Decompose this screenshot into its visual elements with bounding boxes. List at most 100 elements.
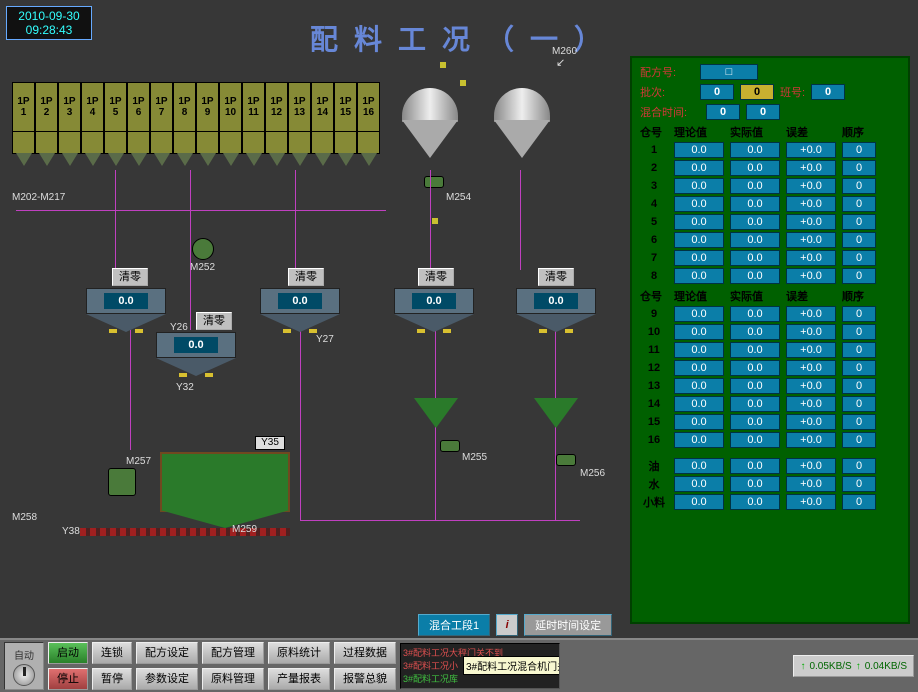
cell: 0.0 <box>730 250 780 266</box>
scale-5: 0.0 <box>516 288 596 333</box>
mixtime-field-1[interactable]: 0 <box>706 104 740 120</box>
cell: 0.0 <box>674 250 724 266</box>
chain-button[interactable]: 连锁 <box>92 642 132 664</box>
col-header: 实际值 <box>730 124 780 140</box>
shift-field[interactable]: 0 <box>811 84 845 100</box>
up-arrow-icon: ↑ <box>856 661 861 672</box>
cell: 0.0 <box>730 196 780 212</box>
col-header: 实际值 <box>730 288 780 304</box>
mixer-cone <box>160 510 290 528</box>
cell: 0.0 <box>730 360 780 376</box>
bin-outlet <box>173 132 196 154</box>
cell: 0.0 <box>730 160 780 176</box>
cell: 0 <box>842 178 876 194</box>
process-data-button[interactable]: 过程数据 <box>334 642 396 664</box>
pause-button[interactable]: 暂停 <box>92 668 132 690</box>
mid-button-row: 混合工段1 i 延时时间设定 <box>418 614 612 636</box>
label-y35: Y35 <box>255 436 285 450</box>
cell: +0.0 <box>786 268 836 284</box>
output-report-button[interactable]: 产量报表 <box>268 668 330 690</box>
cell: 0.0 <box>730 494 780 510</box>
cell: 0.0 <box>674 268 724 284</box>
row-index: 12 <box>640 362 668 374</box>
stop-button[interactable]: 停止 <box>48 668 88 690</box>
cell: 0.0 <box>674 494 724 510</box>
row-index: 水 <box>640 476 668 492</box>
cell: +0.0 <box>786 414 836 430</box>
info-button[interactable]: i <box>496 614 518 636</box>
pipe <box>300 520 580 521</box>
bin: 1P13 <box>288 82 311 132</box>
col-header: 误差 <box>786 288 836 304</box>
cell: 0.0 <box>730 214 780 230</box>
bin: 1P3 <box>58 82 81 132</box>
cell: 0.0 <box>730 178 780 194</box>
row-index: 1 <box>640 144 668 156</box>
scale-2: 0.0 <box>156 332 236 377</box>
cell: 0.0 <box>730 476 780 492</box>
scale-4-value: 0.0 <box>412 293 456 309</box>
table-row: 10.00.0+0.00 <box>640 142 900 158</box>
clear-btn-4[interactable]: 清零 <box>418 268 454 286</box>
alarm-summary-button[interactable]: 报警总貌 <box>334 668 396 690</box>
row-index: 11 <box>640 344 668 356</box>
clear-btn-3[interactable]: 清零 <box>288 268 324 286</box>
label-y32: Y32 <box>176 382 194 393</box>
col-header: 顺序 <box>842 124 876 140</box>
label-m257: M257 <box>126 456 151 467</box>
table-row: 油0.00.0+0.00 <box>640 458 900 474</box>
cell: +0.0 <box>786 250 836 266</box>
mix-stage-button[interactable]: 混合工段1 <box>418 614 490 636</box>
datetime-box: 2010-09-30 09:28:43 <box>6 6 92 40</box>
bin-outlet <box>311 132 334 154</box>
pipe <box>130 330 131 450</box>
material-mgmt-button[interactable]: 原料管理 <box>202 668 264 690</box>
conveyor <box>80 528 290 536</box>
cell: 0 <box>842 342 876 358</box>
cell: 0.0 <box>730 342 780 358</box>
clear-btn-2[interactable]: 清零 <box>196 312 232 330</box>
batch-field-1[interactable]: 0 <box>700 84 734 100</box>
material-stat-button[interactable]: 原料统计 <box>268 642 330 664</box>
clear-btn-1[interactable]: 清零 <box>112 268 148 286</box>
clear-btn-5[interactable]: 清零 <box>538 268 574 286</box>
delay-button[interactable]: 延时时间设定 <box>524 614 612 636</box>
label-y38: Y38 <box>62 526 80 537</box>
row-index: 14 <box>640 398 668 410</box>
recipe-set-button[interactable]: 配方设定 <box>136 642 198 664</box>
cell: 0 <box>842 432 876 448</box>
row-index: 16 <box>640 434 668 446</box>
row-index: 2 <box>640 162 668 174</box>
start-button[interactable]: 启动 <box>48 642 88 664</box>
bin: 1P5 <box>104 82 127 132</box>
auto-mode-dial[interactable]: 自动 <box>4 642 44 690</box>
cell: +0.0 <box>786 306 836 322</box>
cell: 0.0 <box>674 214 724 230</box>
cell: 0.0 <box>674 232 724 248</box>
cell: +0.0 <box>786 432 836 448</box>
pipe <box>300 330 301 520</box>
cell: 0.0 <box>730 378 780 394</box>
col-header: 理论值 <box>674 288 724 304</box>
recipe-mgmt-button[interactable]: 配方管理 <box>202 642 264 664</box>
param-set-button[interactable]: 参数设定 <box>136 668 198 690</box>
cell: 0.0 <box>730 458 780 474</box>
table-row: 50.00.0+0.00 <box>640 214 900 230</box>
auto-label: 自动 <box>14 647 34 662</box>
mixtime-field-2[interactable]: 0 <box>746 104 780 120</box>
table-row: 60.00.0+0.00 <box>640 232 900 248</box>
row-index: 5 <box>640 216 668 228</box>
valve-icon <box>460 80 466 86</box>
bin-outlet <box>265 132 288 154</box>
cell: 0.0 <box>730 324 780 340</box>
bin-outlet <box>12 132 35 154</box>
batch-field-2[interactable]: 0 <box>740 84 774 100</box>
recipe-field[interactable]: □ <box>700 64 758 80</box>
cell: 0 <box>842 458 876 474</box>
label-m256: M256 <box>580 468 605 479</box>
cell: +0.0 <box>786 196 836 212</box>
cell: +0.0 <box>786 458 836 474</box>
scale-1: 0.0 <box>86 288 166 333</box>
row-index: 10 <box>640 326 668 338</box>
table-row: 140.00.0+0.00 <box>640 396 900 412</box>
